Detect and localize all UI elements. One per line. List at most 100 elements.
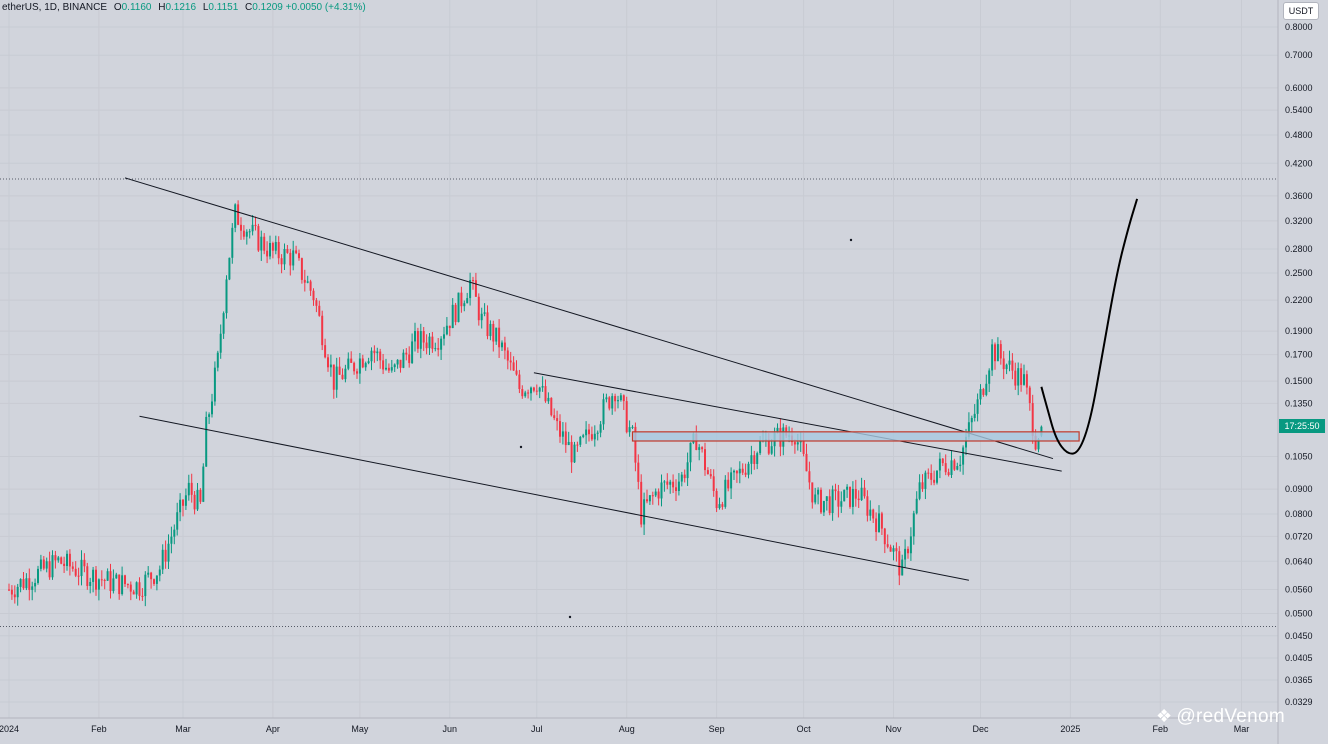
candle[interactable] [660,474,663,507]
candle[interactable] [515,360,518,376]
candle[interactable] [376,347,379,362]
candle[interactable] [419,323,422,359]
candle[interactable] [289,248,292,276]
candle[interactable] [411,333,414,364]
candle[interactable] [617,395,619,409]
candle[interactable] [573,441,576,463]
candle[interactable] [263,233,266,255]
candle[interactable] [231,223,234,264]
candle[interactable] [480,307,483,329]
candle[interactable] [341,368,344,380]
candle[interactable] [857,490,860,509]
candle[interactable] [585,421,588,444]
candle[interactable] [918,474,921,501]
candle[interactable] [83,553,86,573]
candle[interactable] [344,364,347,383]
candle[interactable] [92,566,95,593]
candle[interactable] [463,300,466,312]
candle[interactable] [86,562,89,590]
candle[interactable] [1014,362,1017,390]
candle[interactable] [599,421,602,438]
candle[interactable] [619,393,622,402]
candle[interactable] [518,369,521,394]
candle[interactable] [770,439,773,455]
candle[interactable] [292,240,295,271]
candle[interactable] [474,272,477,297]
candle[interactable] [103,578,106,590]
candle[interactable] [576,441,579,452]
candle[interactable] [822,500,825,517]
candle[interactable] [530,386,532,401]
candle[interactable] [564,422,567,453]
trendlines[interactable] [124,177,1062,581]
candle[interactable] [747,461,750,479]
candle[interactable] [118,574,121,600]
candle[interactable] [477,293,480,326]
candle[interactable] [364,361,367,371]
candle[interactable] [237,200,240,226]
candle[interactable] [443,326,445,346]
candle[interactable] [553,408,556,421]
currency-selector[interactable]: USDT [1283,2,1319,20]
candle[interactable] [295,245,298,255]
candle[interactable] [689,442,692,472]
candle[interactable] [129,581,132,601]
candle[interactable] [904,539,907,568]
candle[interactable] [907,546,909,559]
candle[interactable] [643,492,646,535]
candle[interactable] [950,450,953,479]
candle[interactable] [25,573,28,591]
candle[interactable] [872,508,875,523]
candle[interactable] [840,491,843,513]
candle[interactable] [750,445,753,475]
candle[interactable] [97,578,100,601]
candle[interactable] [811,482,814,509]
candle[interactable] [880,511,883,536]
candle[interactable] [170,526,173,554]
candle[interactable] [216,350,219,372]
candle[interactable] [37,565,39,585]
candle[interactable] [498,319,501,358]
candle[interactable] [190,473,193,503]
candle[interactable] [408,346,411,368]
candle[interactable] [860,477,863,502]
candle[interactable] [466,292,469,304]
candle[interactable] [329,354,332,377]
candle[interactable] [733,469,735,481]
price-axis[interactable]: 0.8000 0.7000 0.6000 0.5400 0.4800 0.4200 0.36… [1285,22,1313,707]
candle[interactable] [590,426,593,442]
candle[interactable] [634,422,637,472]
candle[interactable] [460,286,463,313]
candle[interactable] [854,479,857,507]
candle[interactable] [283,243,286,270]
candle[interactable] [898,546,901,586]
candle[interactable] [541,376,544,392]
candle[interactable] [399,359,402,373]
candle[interactable] [640,474,643,528]
support-zone-rect[interactable] [631,431,1080,442]
candle[interactable] [19,578,22,593]
candle[interactable] [387,363,390,373]
candle[interactable] [808,461,811,490]
candle[interactable] [506,347,509,370]
candle[interactable] [1025,370,1028,395]
candle[interactable] [994,342,996,370]
candle[interactable] [155,575,158,591]
candle[interactable] [550,397,553,417]
candle[interactable] [561,422,564,445]
candle[interactable] [982,387,985,397]
candle[interactable] [501,340,503,351]
candle[interactable] [1011,353,1014,380]
candle[interactable] [77,567,80,586]
candle[interactable] [358,352,361,384]
candle[interactable] [851,481,854,515]
candle[interactable] [814,487,817,505]
candle[interactable] [849,486,851,509]
candle[interactable] [208,412,211,425]
candle[interactable] [863,480,866,499]
candle[interactable] [286,244,289,254]
candle[interactable] [428,333,431,355]
candle[interactable] [979,384,982,405]
candle[interactable] [277,236,280,265]
candle[interactable] [321,310,324,351]
